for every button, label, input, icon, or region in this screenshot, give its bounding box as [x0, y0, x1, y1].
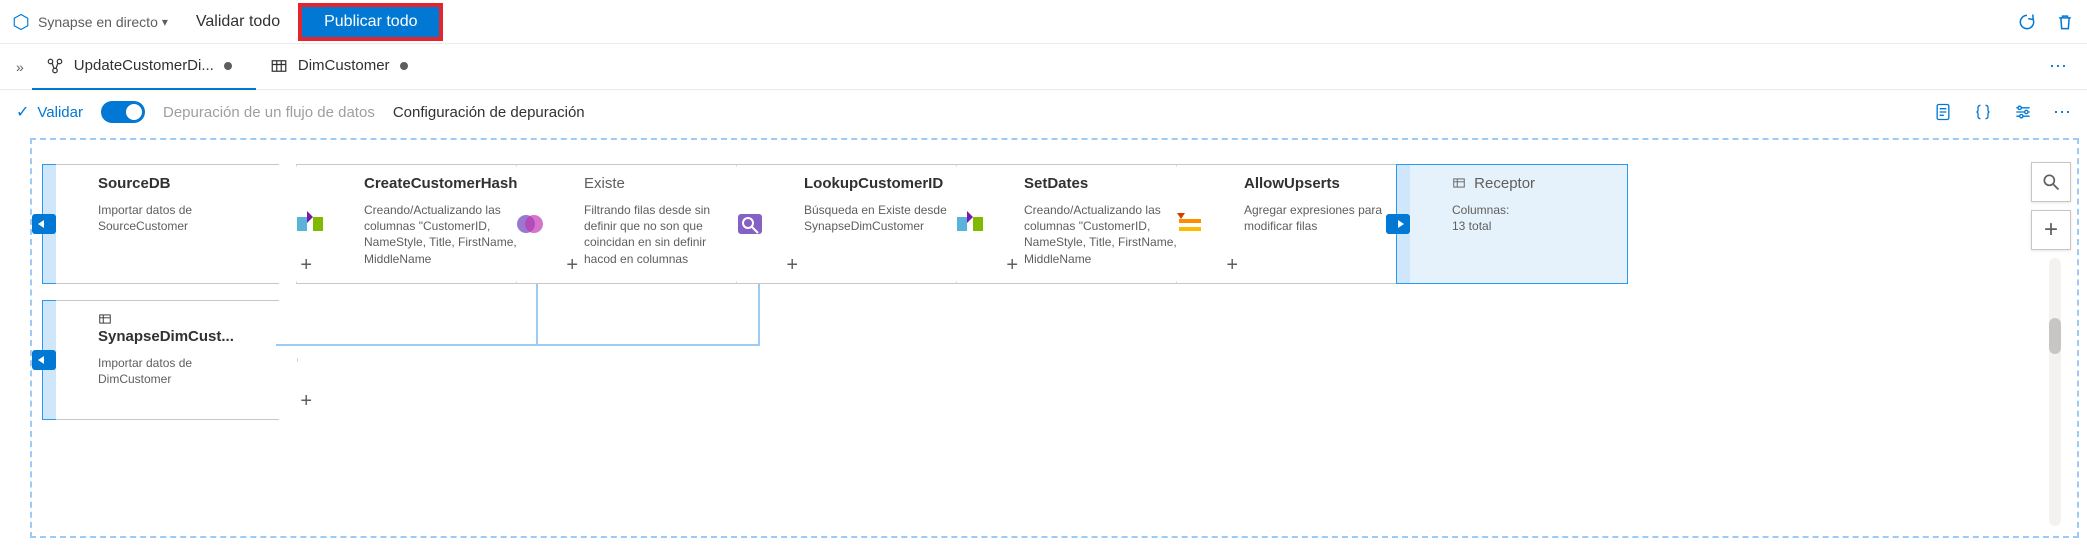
- dataflow-canvas[interactable]: SourceDB Importar datos de SourceCustome…: [30, 138, 2079, 538]
- add-step-button[interactable]: +: [566, 254, 578, 277]
- node-title: SynapseDimCust...: [98, 311, 252, 345]
- derived-column-icon: [292, 206, 328, 242]
- node-title: CreateCustomerHash: [364, 175, 518, 192]
- publish-all-highlight: Publicar todo: [298, 3, 443, 41]
- node-desc: Agregar expresiones para modificar filas: [1244, 202, 1398, 234]
- node-title: AllowUpserts: [1244, 175, 1398, 192]
- node-source-synapsedimcust[interactable]: SynapseDimCust... Importar datos de DimC…: [42, 300, 298, 420]
- tab-dataflow[interactable]: UpdateCustomerDi...: [32, 44, 256, 90]
- canvas-add-button[interactable]: +: [2031, 210, 2071, 250]
- node-title: Existe: [584, 175, 738, 192]
- synapse-hex-icon: [12, 13, 30, 31]
- dirty-indicator: [224, 62, 232, 70]
- add-step-button[interactable]: +: [786, 254, 798, 277]
- canvas-search-button[interactable]: [2031, 162, 2071, 202]
- debug-toggle[interactable]: [101, 101, 145, 123]
- node-source-sourcedb[interactable]: SourceDB Importar datos de SourceCustome…: [42, 164, 298, 284]
- node-desc: Importar datos de SourceCustomer: [98, 202, 252, 234]
- debug-mode-label: Depuración de un flujo de datos: [163, 104, 375, 121]
- lookup-icon: [732, 206, 768, 242]
- braces-icon[interactable]: [1973, 102, 1993, 122]
- derived-column-icon: [952, 206, 988, 242]
- node-desc: Creando/Actualizando las columnas "Custo…: [1024, 202, 1178, 267]
- expand-panel-icon[interactable]: »: [8, 59, 32, 75]
- canvas-scrollbar[interactable]: [2049, 258, 2061, 526]
- validate-button[interactable]: ✓ Validar: [16, 102, 83, 122]
- node-desc: Filtrando filas desde sin definir que no…: [584, 202, 738, 267]
- add-step-button[interactable]: +: [1006, 254, 1018, 277]
- table-icon: [270, 57, 288, 75]
- tab-table[interactable]: DimCustomer: [256, 44, 432, 90]
- tab-more-icon[interactable]: ⋯: [2037, 56, 2079, 77]
- tab-label: DimCustomer: [298, 57, 390, 74]
- validate-label: Validar: [37, 104, 83, 121]
- node-title: Receptor: [1452, 175, 1606, 192]
- node-desc: Creando/Actualizando las columnas "Custo…: [364, 202, 518, 267]
- source-db-icon: [30, 206, 62, 242]
- debug-config-button[interactable]: Configuración de depuración: [393, 104, 585, 121]
- source-db-icon: [30, 342, 62, 378]
- trash-icon[interactable]: [2055, 12, 2075, 32]
- more-icon[interactable]: ⋯: [2053, 102, 2071, 123]
- refresh-icon[interactable]: [2017, 12, 2037, 32]
- script-icon[interactable]: [1933, 102, 1953, 122]
- tab-label: UpdateCustomerDi...: [74, 57, 214, 74]
- sliders-icon[interactable]: [2013, 102, 2033, 122]
- alter-row-icon: [1172, 206, 1208, 242]
- node-title: LookupCustomerID: [804, 175, 958, 192]
- add-step-button[interactable]: +: [300, 254, 312, 277]
- node-desc: Importar datos de DimCustomer: [98, 355, 252, 387]
- check-icon: ✓: [16, 102, 29, 122]
- workspace-mode-label[interactable]: Synapse en directo: [38, 14, 158, 30]
- node-title: SourceDB: [98, 175, 252, 192]
- add-step-button[interactable]: +: [300, 390, 312, 413]
- dataflow-icon: [46, 57, 64, 75]
- exists-icon: [512, 206, 548, 242]
- scroll-thumb[interactable]: [2049, 318, 2061, 354]
- chevron-down-icon[interactable]: ▾: [162, 15, 168, 29]
- publish-all-button[interactable]: Publicar todo: [302, 7, 439, 37]
- validate-all-button[interactable]: Validar todo: [188, 9, 288, 35]
- node-sink-receptor[interactable]: Receptor Columnas: 13 total: [1396, 164, 1628, 284]
- node-desc: Columnas: 13 total: [1452, 202, 1606, 234]
- sink-icon: [1380, 206, 1416, 242]
- node-title: SetDates: [1024, 175, 1178, 192]
- add-step-button[interactable]: +: [1226, 254, 1238, 277]
- dirty-indicator: [400, 62, 408, 70]
- node-desc: Búsqueda en Existe desde SynapseDimCusto…: [804, 202, 958, 234]
